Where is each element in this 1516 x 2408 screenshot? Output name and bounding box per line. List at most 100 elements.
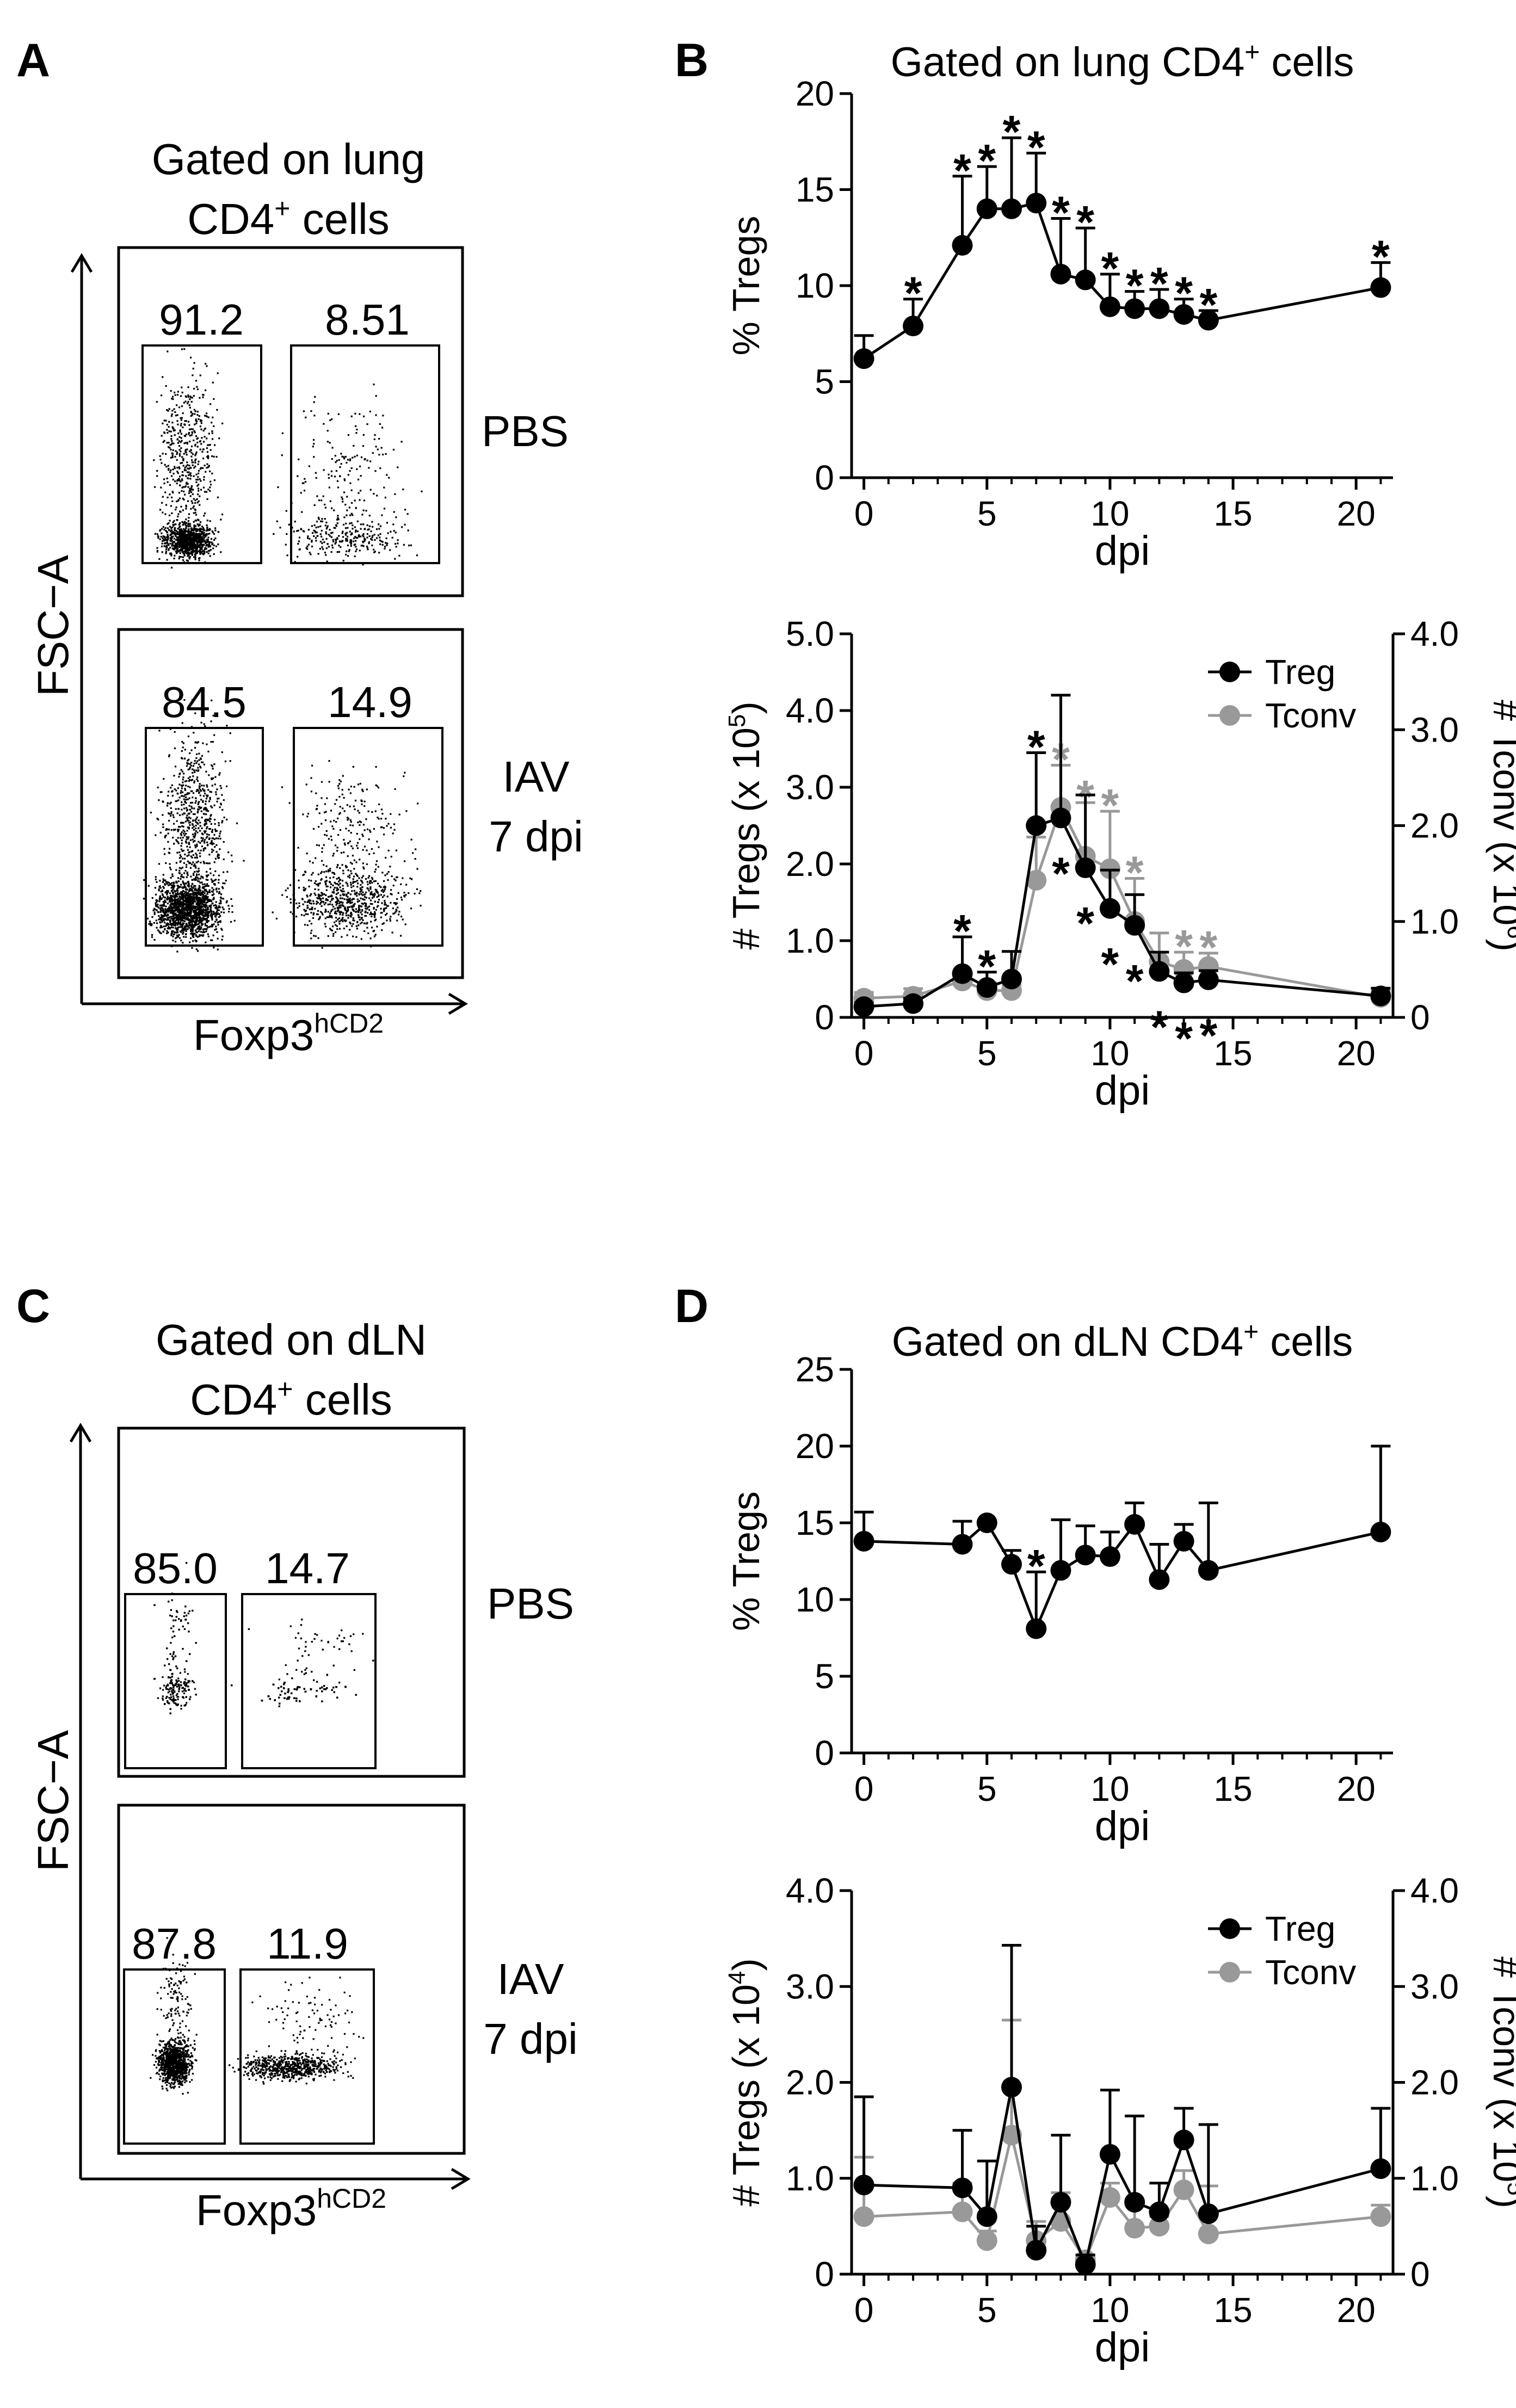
event-dot [196,530,199,532]
event-dot [202,905,205,907]
event-dot [172,478,174,481]
event-dot [194,912,196,915]
event-dot [173,538,175,540]
event-dot [165,536,168,539]
event-dot [344,906,346,909]
event-dot [390,813,392,815]
event-dot [192,542,195,544]
event-dot [188,530,190,532]
event-dot [190,806,193,808]
event-dot [317,893,320,896]
event-dot [361,918,363,920]
event-dot [181,722,183,724]
event-dot [162,422,164,424]
event-dot [352,885,355,887]
event-dot [176,930,178,933]
event-dot [356,891,358,893]
event-dot [220,928,223,930]
event-dot [352,919,354,921]
event-dot [416,554,418,557]
event-dot [345,828,347,830]
event-dot [338,921,340,923]
event-dot [180,447,182,449]
event-dot [188,404,190,406]
event-dot [331,447,334,449]
event-dot [202,917,204,919]
event-dot [300,492,302,494]
event-dot [343,479,346,481]
event-dot [188,812,190,814]
event-dot [162,814,164,816]
event-dot [298,536,301,539]
event-dot [340,780,342,782]
event-dot [201,839,204,842]
event-dot [187,534,189,536]
event-dot [171,526,174,528]
event-dot [209,900,211,902]
event-dot [182,459,184,461]
event-dot [361,889,363,891]
event-dot [161,897,163,899]
event-dot [189,525,192,527]
event-dot [199,538,201,540]
event-dot [342,885,344,887]
event-dot [326,525,329,527]
event-dot [369,460,372,462]
event-dot [201,906,204,908]
event-dot [341,498,343,500]
event-dot [209,925,212,928]
event-dot [303,490,306,492]
event-dot [172,1695,175,1697]
event-dot [196,446,199,448]
event-dot [308,885,310,887]
event-dot [189,495,192,497]
event-dot [162,511,164,514]
flow-lung-pbs-left-gate [141,344,262,564]
event-dot [213,804,215,806]
event-dot [310,899,312,902]
event-dot [329,928,331,930]
event-dot [377,882,379,885]
event-dot [162,931,164,933]
event-dot [172,927,174,929]
event-dot [348,830,350,832]
event-dot [195,380,198,382]
event-dot [168,548,170,550]
event-dot [375,766,377,768]
event-dot [324,819,327,822]
event-dot [156,818,158,820]
event-dot [163,440,165,442]
event-dot [207,891,209,893]
event-dot [356,844,358,847]
event-dot [231,911,233,913]
event-dot [213,833,215,836]
event-dot [181,386,183,388]
event-dot [321,520,323,523]
event-dot [187,768,189,770]
event-dot [298,902,300,904]
event-dot [181,440,183,442]
event-dot [177,837,179,839]
event-dot [222,882,224,884]
event-dot [190,921,192,923]
event-dot [173,829,175,831]
event-dot [198,536,200,539]
event-dot [370,880,372,882]
event-dot [350,845,353,847]
event-dot [350,884,352,886]
event-dot [206,921,208,923]
event-dot [204,792,206,795]
event-dot [319,903,321,905]
event-dot [194,832,196,835]
event-dot [335,525,337,527]
event-dot [359,549,361,552]
event-dot [160,486,162,489]
event-dot [165,551,167,553]
event-dot [218,891,220,893]
event-dot [193,781,195,783]
event-dot [182,791,184,793]
event-dot [187,400,189,403]
event-dot [180,529,182,532]
event-dot [201,911,204,913]
event-dot [163,919,165,922]
